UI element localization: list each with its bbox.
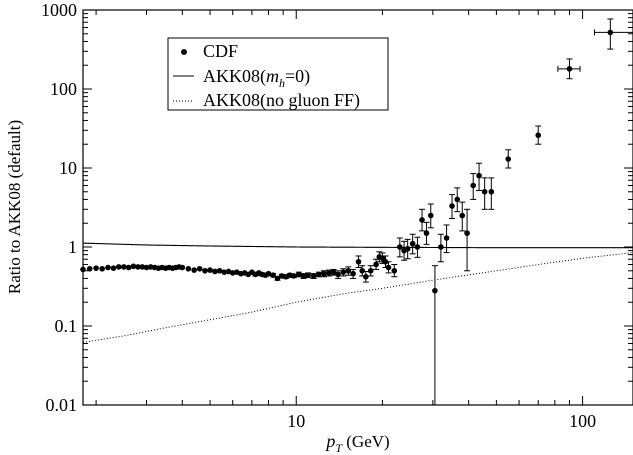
x-axis-label: pT (GeV)	[324, 431, 389, 455]
data-point	[295, 271, 302, 278]
data-point	[121, 264, 127, 270]
data-point	[290, 273, 297, 279]
data-point	[139, 264, 146, 270]
data-point	[105, 264, 111, 271]
data-point	[265, 270, 272, 277]
data-point	[385, 264, 392, 271]
data-point	[470, 182, 477, 189]
data-point	[409, 240, 416, 247]
data-point	[373, 261, 379, 268]
model-curves	[82, 242, 633, 343]
data-point	[355, 258, 362, 265]
data-point	[397, 244, 403, 250]
data-point	[316, 271, 322, 278]
x-axis-label-main: p	[324, 431, 335, 451]
data-point	[221, 269, 227, 275]
data-point	[125, 264, 132, 271]
data-point	[481, 188, 488, 195]
data-point	[207, 267, 213, 273]
data-point	[196, 265, 203, 272]
x-axis-label-rest: (GeV)	[342, 432, 390, 451]
data-point	[310, 273, 317, 279]
y-axis-label: Ratio to AKK08 (default)	[5, 120, 24, 294]
legend: CDF AKK08(mh=0) AKK08(no gluon FF)	[167, 37, 389, 111]
data-point	[454, 196, 461, 203]
data-point	[427, 212, 434, 219]
legend-label-mh0: AKK08(mh=0)	[203, 66, 310, 90]
data-points	[80, 18, 633, 405]
data-point	[443, 235, 450, 241]
legend-marker-cdf	[181, 49, 187, 55]
data-point	[130, 263, 137, 270]
data-point	[535, 132, 542, 139]
data-point	[404, 245, 411, 252]
data-point	[391, 267, 398, 274]
data-point	[459, 212, 466, 219]
legend-label-cdf: CDF	[203, 41, 238, 61]
data-point	[340, 269, 347, 275]
data-point	[432, 287, 438, 294]
data-point	[345, 267, 352, 274]
data-point	[202, 267, 208, 274]
data-point	[419, 217, 425, 223]
y-tick-label: 1000	[41, 0, 77, 20]
plot-frame	[82, 9, 633, 406]
data-point	[93, 265, 99, 271]
data-point	[216, 267, 223, 274]
data-point	[99, 265, 105, 272]
data-point	[488, 188, 495, 195]
y-tick-label: 0.01	[46, 395, 78, 415]
data-point	[359, 267, 366, 274]
data-point	[270, 272, 276, 278]
data-point	[438, 244, 444, 250]
x-tick-label: 10	[287, 411, 305, 431]
data-point	[110, 265, 117, 271]
data-point	[505, 156, 512, 162]
legend-mh0-prefix: AKK08(	[203, 66, 266, 87]
legend-mh0-suffix: =0)	[285, 66, 310, 87]
y-tick-label: 100	[50, 79, 77, 99]
data-point	[350, 270, 356, 277]
x-tick-label: 100	[569, 411, 596, 431]
data-point	[86, 265, 93, 272]
data-point	[212, 268, 218, 275]
legend-box	[167, 37, 389, 111]
tick-labels: 0.01 0.1 1 10 100 1000 10 100	[41, 0, 596, 431]
data-point	[330, 269, 337, 275]
axis-ticks	[83, 9, 633, 406]
curve-mh0	[82, 242, 633, 249]
data-point	[80, 266, 86, 273]
y-tick-label: 10	[59, 158, 77, 178]
data-point	[300, 273, 307, 279]
data-point	[363, 273, 369, 280]
data-point	[185, 265, 192, 272]
legend-mh0-m: m	[266, 66, 279, 86]
data-point	[367, 267, 374, 274]
y-tick-label: 0.1	[55, 316, 78, 336]
data-point	[321, 270, 327, 277]
data-point	[135, 264, 141, 270]
data-point	[179, 264, 186, 271]
data-point	[225, 268, 232, 275]
data-point	[115, 264, 122, 270]
data-point	[449, 203, 455, 209]
x-axis-label-sub: T	[335, 441, 343, 455]
data-point	[414, 244, 421, 250]
legend-label-nogluon: AKK08(no gluon FF)	[203, 90, 360, 111]
y-tick-label: 1	[68, 237, 77, 257]
legend-mh0-sub: h	[279, 76, 285, 90]
data-point	[326, 270, 332, 276]
data-point	[464, 230, 470, 236]
data-point	[274, 275, 281, 282]
data-point	[476, 172, 482, 179]
data-point	[335, 271, 341, 278]
data-point	[423, 230, 430, 236]
data-point	[305, 272, 311, 278]
data-point	[191, 267, 197, 273]
